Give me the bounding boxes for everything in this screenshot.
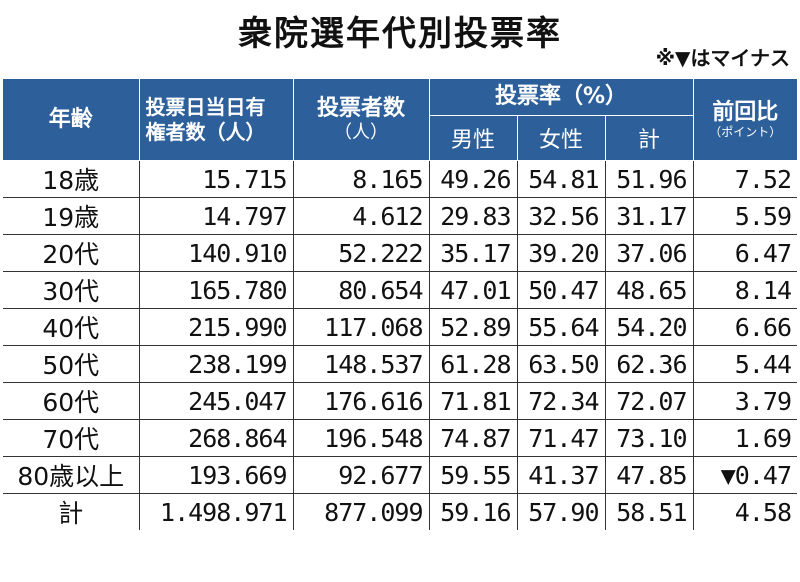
- diff-cell: 1.69: [692, 419, 798, 457]
- age-cell: 18歳: [3, 160, 140, 198]
- age-cell: 30代: [3, 271, 140, 309]
- diff-cell: ▼0.47: [692, 456, 798, 494]
- total-row: 計 1.498.971 877.099 59.16 57.90 58.51 4.…: [3, 493, 798, 530]
- eligible-cell: 268.864: [138, 419, 294, 457]
- eligible-cell: 15.715: [138, 160, 294, 198]
- total-rate-cell: 73.10: [604, 419, 694, 457]
- total-rate-cell: 54.20: [604, 308, 694, 346]
- table-row: 20代 140.910 52.222 35.17 39.20 37.06 6.4…: [3, 234, 798, 272]
- voters-cell: 52.222: [292, 234, 430, 272]
- voters-cell: 80.654: [292, 271, 430, 309]
- voters-cell: 877.099: [292, 493, 430, 530]
- female-rate-cell: 39.20: [516, 234, 606, 272]
- voters-cell: 196.548: [292, 419, 430, 457]
- female-rate-cell: 41.37: [516, 456, 606, 494]
- total-rate-cell: 31.17: [604, 197, 694, 235]
- header-total: 計: [604, 115, 694, 161]
- table-title: 衆院選年代別投票率: [238, 14, 562, 54]
- age-cell: 19歳: [3, 197, 140, 235]
- female-rate-cell: 72.34: [516, 382, 606, 420]
- eligible-cell: 1.498.971: [138, 493, 294, 530]
- table-row: 40代 215.990 117.068 52.89 55.64 54.20 6.…: [3, 308, 798, 346]
- header-female: 女性: [516, 115, 606, 161]
- table-row: 30代 165.780 80.654 47.01 50.47 48.65 8.1…: [3, 271, 798, 309]
- female-rate-cell: 57.90: [516, 493, 606, 530]
- diff-cell: 5.44: [692, 345, 798, 383]
- total-rate-cell: 51.96: [604, 160, 694, 198]
- header-rate: 投票率（%）: [428, 78, 694, 116]
- voters-cell: 4.612: [292, 197, 430, 235]
- female-rate-cell: 50.47: [516, 271, 606, 309]
- voters-cell: 148.537: [292, 345, 430, 383]
- eligible-cell: 193.669: [138, 456, 294, 494]
- total-rate-cell: 37.06: [604, 234, 694, 272]
- eligible-cell: 140.910: [138, 234, 294, 272]
- table-row: 19歳 14.797 4.612 29.83 32.56 31.17 5.59: [3, 197, 798, 235]
- table-row: 18歳 15.715 8.165 49.26 54.81 51.96 7.52: [3, 160, 798, 198]
- male-rate-cell: 61.28: [428, 345, 518, 383]
- female-rate-cell: 32.56: [516, 197, 606, 235]
- male-rate-cell: 52.89: [428, 308, 518, 346]
- table-row: 80歳以上 193.669 92.677 59.55 41.37 47.85 ▼…: [3, 456, 798, 494]
- diff-cell: 5.59: [692, 197, 798, 235]
- total-rate-cell: 58.51: [604, 493, 694, 530]
- table-row: 50代 238.199 148.537 61.28 63.50 62.36 5.…: [3, 345, 798, 383]
- age-cell: 60代: [3, 382, 140, 420]
- diff-cell: 6.47: [692, 234, 798, 272]
- age-cell: 80歳以上: [3, 456, 140, 494]
- male-rate-cell: 59.16: [428, 493, 518, 530]
- total-rate-cell: 62.36: [604, 345, 694, 383]
- age-cell: 20代: [3, 234, 140, 272]
- age-cell: 40代: [3, 308, 140, 346]
- turnout-table: 年齢 投票日当日有 権者数（人） 投票者数 （人） 投票率（%） 前回比 （ポイ…: [3, 78, 798, 530]
- voters-cell: 176.616: [292, 382, 430, 420]
- female-rate-cell: 54.81: [516, 160, 606, 198]
- age-cell: 70代: [3, 419, 140, 457]
- male-rate-cell: 59.55: [428, 456, 518, 494]
- female-rate-cell: 63.50: [516, 345, 606, 383]
- header-voters: 投票者数 （人）: [292, 78, 430, 161]
- diff-cell: 8.14: [692, 271, 798, 309]
- voters-cell: 117.068: [292, 308, 430, 346]
- header-age: 年齢: [3, 78, 140, 161]
- total-rate-cell: 72.07: [604, 382, 694, 420]
- eligible-cell: 245.047: [138, 382, 294, 420]
- table-body: 18歳 15.715 8.165 49.26 54.81 51.96 7.52 …: [3, 160, 798, 530]
- female-rate-cell: 71.47: [516, 419, 606, 457]
- male-rate-cell: 71.81: [428, 382, 518, 420]
- table-row: 70代 268.864 196.548 74.87 71.47 73.10 1.…: [3, 419, 798, 457]
- male-rate-cell: 74.87: [428, 419, 518, 457]
- diff-cell: 6.66: [692, 308, 798, 346]
- diff-cell: 7.52: [692, 160, 798, 198]
- age-cell: 50代: [3, 345, 140, 383]
- total-rate-cell: 47.85: [604, 456, 694, 494]
- age-cell: 計: [3, 493, 140, 530]
- eligible-cell: 165.780: [138, 271, 294, 309]
- female-rate-cell: 55.64: [516, 308, 606, 346]
- header-male: 男性: [429, 115, 518, 161]
- voters-cell: 8.165: [292, 160, 430, 198]
- diff-cell: 3.79: [692, 382, 798, 420]
- diff-cell: 4.58: [692, 493, 798, 530]
- eligible-cell: 238.199: [138, 345, 294, 383]
- eligible-cell: 14.797: [138, 197, 294, 235]
- voters-cell: 92.677: [292, 456, 430, 494]
- male-rate-cell: 47.01: [428, 271, 518, 309]
- total-rate-cell: 48.65: [604, 271, 694, 309]
- header-diff: 前回比 （ポイント）: [692, 78, 798, 161]
- minus-note: ※▼はマイナス: [655, 46, 790, 70]
- table-row: 60代 245.047 176.616 71.81 72.34 72.07 3.…: [3, 382, 798, 420]
- male-rate-cell: 35.17: [428, 234, 518, 272]
- male-rate-cell: 29.83: [428, 197, 518, 235]
- eligible-cell: 215.990: [138, 308, 294, 346]
- header-eligible: 投票日当日有 権者数（人）: [138, 78, 294, 161]
- male-rate-cell: 49.26: [428, 160, 518, 198]
